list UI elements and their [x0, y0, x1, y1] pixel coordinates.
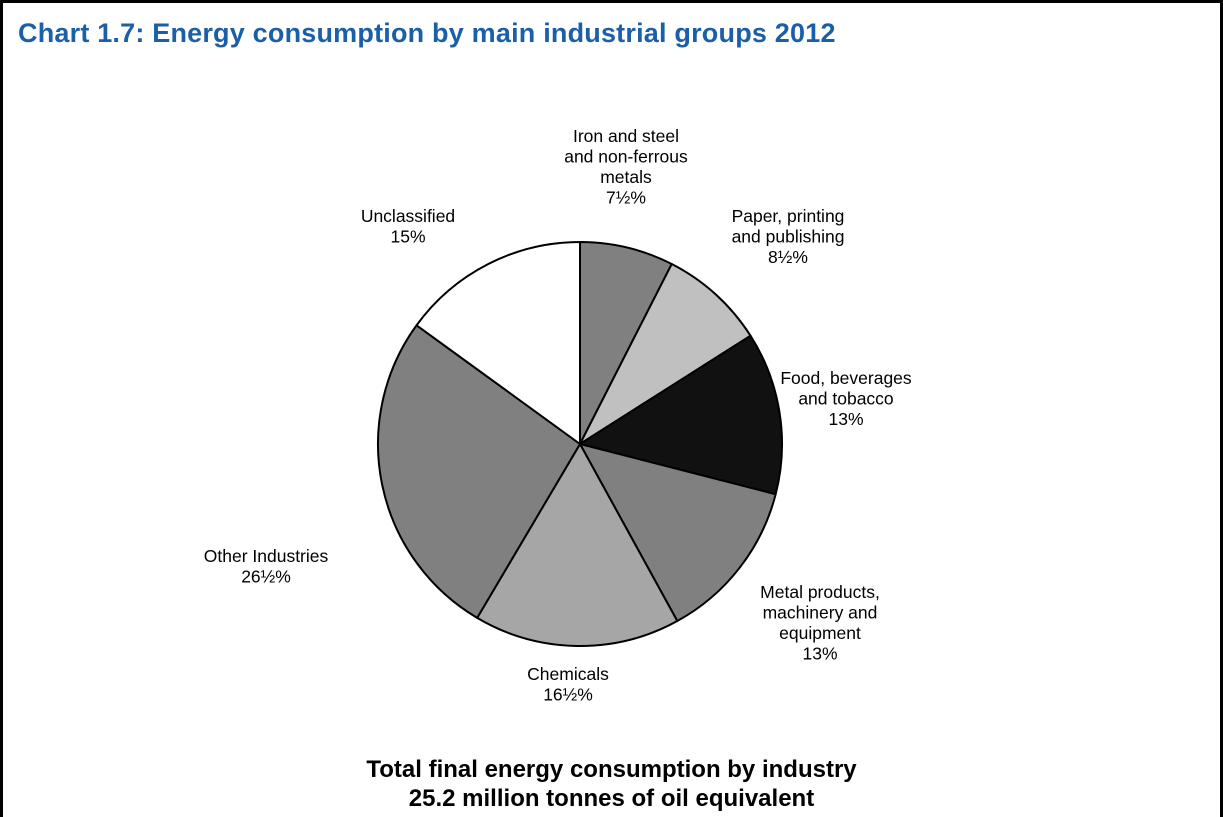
slice-label-5: Other Industries 26½% [204, 546, 329, 587]
slice-label-line: machinery and [763, 603, 878, 623]
pie-slice-0 [579, 241, 673, 445]
pie-slice-3 [579, 443, 777, 623]
pie-slice-4 [476, 443, 679, 647]
slice-label-2: Food, beverages and tobacco 13% [780, 368, 912, 429]
slice-label-line: equipment [779, 623, 861, 643]
slice-label-3: Metal products, machinery and equipment 13% [760, 582, 880, 664]
slice-label-line: Chemicals [527, 664, 609, 684]
pie-slice-1 [579, 263, 752, 445]
slice-label-line: and non-ferrous [564, 147, 688, 167]
slice-label-line: Unclassified [361, 206, 455, 226]
slice-label-line: Iron and steel [573, 126, 679, 146]
slice-label-6: Unclassified 15% [361, 206, 455, 247]
pie-slice-2 [579, 334, 783, 496]
slice-label-line: 8½% [768, 247, 808, 267]
slice-label-line: 13% [802, 644, 837, 664]
slice-label-line: metals [600, 167, 652, 187]
slice-label-1: Paper, printing and publishing 8½% [732, 206, 845, 267]
slice-label-0: Iron and steel and non-ferrous metals 7½% [564, 126, 688, 208]
slice-label-line: 13% [828, 409, 863, 429]
slice-label-line: 26½% [241, 567, 291, 587]
pie-slice-5 [377, 324, 581, 619]
footer-line-total: Total final energy consumption by indust… [366, 756, 857, 783]
slice-label-line: 16½% [543, 685, 593, 705]
footer-line-toe: 25.2 million tonnes of oil equivalent [408, 785, 815, 812]
pie-slice-6 [415, 241, 581, 445]
chart-title: Chart 1.7: Energy consumption by main in… [18, 18, 836, 48]
slice-label-line: Food, beverages [780, 368, 912, 388]
slice-label-line: Metal products, [760, 582, 880, 602]
slice-label-line: 15% [390, 227, 425, 247]
chart-footer: Total final energy consumption by indust… [0, 755, 1223, 813]
slice-label-line: and tobacco [798, 389, 893, 409]
slice-label-4: Chemicals 16½% [527, 664, 609, 705]
slice-label-line: Other Industries [204, 546, 329, 566]
slice-label-line: Paper, printing [732, 206, 845, 226]
slice-label-line: 7½% [606, 188, 646, 208]
slice-label-line: and publishing [732, 227, 845, 247]
